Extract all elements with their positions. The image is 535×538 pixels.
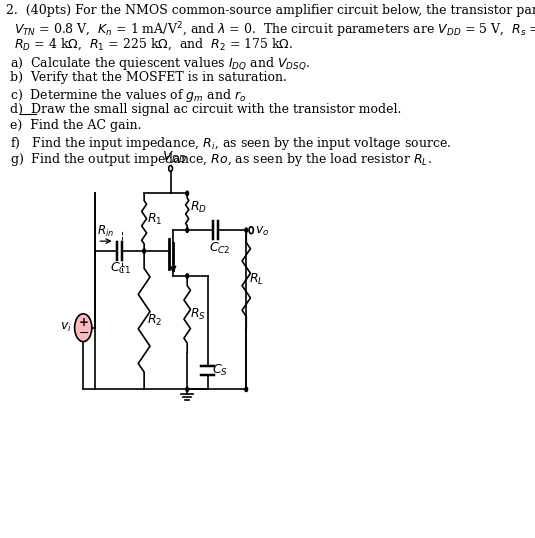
Text: g)  Find the output impedance, $\mathit{Ro}$, as seen by the load resistor $R_L$: g) Find the output impedance, $\mathit{R… xyxy=(10,151,432,168)
Circle shape xyxy=(186,191,188,196)
Text: 2.  (40pts) For the NMOS common-source amplifier circuit below, the transistor p: 2. (40pts) For the NMOS common-source am… xyxy=(6,4,535,17)
Text: c)  Determine the values of $g_m$ and $r_o$: c) Determine the values of $g_m$ and $r_… xyxy=(10,87,246,104)
Text: $R_S$: $R_S$ xyxy=(190,307,205,322)
Text: e)  Find the AC gain.: e) Find the AC gain. xyxy=(10,119,141,132)
Text: $v_i$: $v_i$ xyxy=(60,321,72,334)
Text: $R_2$: $R_2$ xyxy=(147,313,163,328)
Text: $-$: $-$ xyxy=(78,326,89,339)
Text: $R_1$: $R_1$ xyxy=(147,212,163,227)
Circle shape xyxy=(143,249,146,253)
Text: f)   Find the input impedance, $R_i$, as seen by the input voltage source.: f) Find the input impedance, $R_i$, as s… xyxy=(10,135,452,152)
Text: $R_{in}$: $R_{in}$ xyxy=(97,224,114,239)
Circle shape xyxy=(186,228,188,232)
Text: $V_{TN}$ = 0.8 V,  $K_n$ = 1 mA/V$^2$, and $\lambda$ = 0.  The circuit parameter: $V_{TN}$ = 0.8 V, $K_n$ = 1 mA/V$^2$, an… xyxy=(14,20,535,40)
Text: a)  Calculate the quiescent values $I_{DQ}$ and $V_{DSQ}$.: a) Calculate the quiescent values $I_{DQ… xyxy=(10,55,310,72)
Text: $R_L$: $R_L$ xyxy=(249,272,264,287)
Circle shape xyxy=(186,387,188,392)
Circle shape xyxy=(186,274,188,278)
Text: b)  Verify that the MOSFET is in saturation.: b) Verify that the MOSFET is in saturati… xyxy=(10,71,287,84)
Circle shape xyxy=(245,228,248,232)
Text: $R_D$: $R_D$ xyxy=(190,200,207,215)
Text: $C_{C1}$: $C_{C1}$ xyxy=(110,261,131,276)
Text: $V_{DD}$: $V_{DD}$ xyxy=(162,150,187,165)
Circle shape xyxy=(245,387,248,392)
Text: +: + xyxy=(78,316,88,329)
Circle shape xyxy=(74,314,92,342)
Text: d)  Draw the small signal ac circuit with the transistor model.: d) Draw the small signal ac circuit with… xyxy=(10,103,401,116)
Text: $C_S$: $C_S$ xyxy=(212,363,228,378)
Text: $C_{C2}$: $C_{C2}$ xyxy=(209,241,230,256)
Text: $R_D$ = 4 k$\Omega$,  $R_1$ = 225 k$\Omega$,  and  $R_2$ = 175 k$\Omega$.: $R_D$ = 4 k$\Omega$, $R_1$ = 225 k$\Omeg… xyxy=(14,36,293,52)
Text: $v_o$: $v_o$ xyxy=(256,225,270,238)
